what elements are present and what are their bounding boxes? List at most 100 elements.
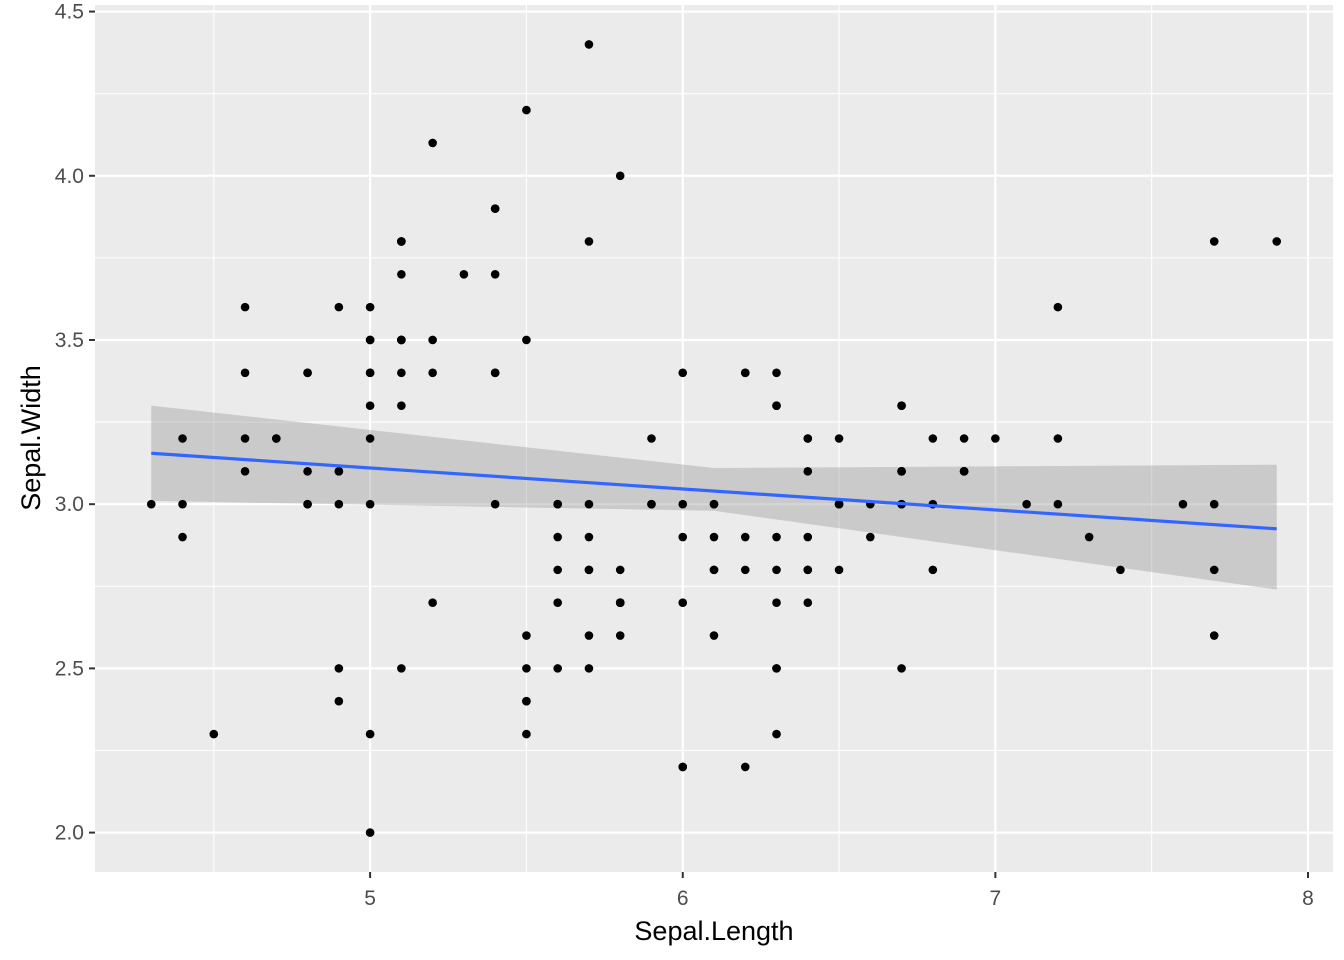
data-point [772,565,781,575]
data-point [303,368,312,378]
x-axis-title: Sepal.Length [634,916,793,946]
y-tick-label: 4.5 [55,1,84,24]
data-point [365,729,375,739]
data-point [615,631,625,640]
data-point [897,467,906,476]
data-point [334,467,344,476]
data-point [834,565,844,575]
data-point [1053,302,1063,312]
data-point [1209,631,1219,640]
data-point [334,664,344,673]
data-point [240,368,250,378]
data-point [678,368,688,378]
data-point [709,532,719,542]
data-point [1209,237,1219,246]
data-point [365,434,375,443]
y-tick-label: 2.5 [55,657,84,680]
data-point [834,499,844,509]
data-point [553,532,562,542]
data-point [615,598,625,608]
data-point [397,237,406,246]
x-tick-label: 7 [990,887,1002,910]
y-axis: 2.0 2.5 3.0 3.5 4.0 4.5 [55,1,95,845]
y-tick-label: 3.5 [55,329,84,352]
y-tick-label: 2.0 [55,822,84,845]
data-point [428,335,437,345]
data-point [772,368,781,378]
data-point [1022,499,1031,509]
data-point [959,434,969,443]
data-point [334,499,344,509]
data-point [365,302,375,312]
data-point [240,434,250,443]
data-point [428,368,437,378]
x-tick-label: 5 [364,887,376,910]
data-point [522,664,531,673]
data-point [897,401,906,410]
y-tick-label: 3.0 [55,493,84,516]
data-point [803,565,813,575]
data-point [928,434,938,443]
data-point [178,532,187,542]
data-point [365,401,375,410]
data-point [397,269,406,279]
data-point [584,565,594,575]
data-point [303,499,312,509]
data-point [178,499,187,509]
data-point [772,729,781,739]
data-point [584,664,594,673]
data-point [146,499,156,509]
data-point [1053,434,1063,443]
data-point [647,499,656,509]
data-point [647,434,656,443]
data-point [584,40,594,49]
data-point [209,729,219,739]
data-point [522,105,531,115]
data-point [866,532,875,542]
data-point [272,434,281,443]
y-axis-title: Sepal.Width [16,365,46,511]
data-point [928,565,938,575]
y-tick-label: 4.0 [55,165,84,188]
data-point [490,269,500,279]
data-point [334,302,344,312]
data-point [397,664,406,673]
x-axis: 5 6 7 8 [364,872,1314,910]
data-point [178,434,187,443]
data-point [584,237,594,246]
data-point [334,696,344,706]
data-point [1209,499,1219,509]
data-point [772,532,781,542]
data-point [459,269,469,279]
data-point [553,499,562,509]
confidence-band [151,405,1277,590]
data-point [803,532,813,542]
data-point [584,499,594,509]
data-point [834,434,844,443]
data-point [303,467,312,476]
data-point [522,729,531,739]
data-point [522,631,531,640]
data-point [365,368,375,378]
data-point [772,401,781,410]
data-point [584,532,594,542]
data-point [397,335,406,345]
data-point [803,467,813,476]
data-point [678,532,688,542]
data-point [365,828,375,837]
data-point [490,499,500,509]
data-point [240,302,250,312]
data-point [522,335,531,345]
data-point [1272,237,1282,246]
data-point [740,532,750,542]
data-point [772,664,781,673]
data-point [740,565,750,575]
data-point [1084,532,1094,542]
data-point [709,565,719,575]
data-point [240,467,250,476]
data-point [1116,565,1125,575]
data-point [1178,499,1188,509]
data-point [365,499,375,509]
data-point [553,664,562,673]
